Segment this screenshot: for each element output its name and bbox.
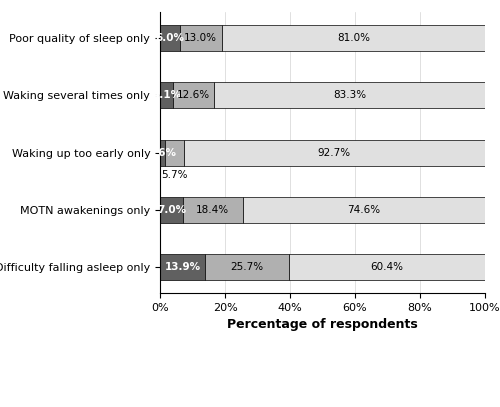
Text: 6.0%: 6.0% xyxy=(155,33,184,43)
Bar xyxy=(165,140,184,166)
Bar xyxy=(160,140,165,166)
Text: 18.4%: 18.4% xyxy=(196,205,229,215)
Text: 13.0%: 13.0% xyxy=(184,33,217,43)
Text: 12.6%: 12.6% xyxy=(177,90,210,100)
Bar xyxy=(183,197,242,223)
Text: 5.7%: 5.7% xyxy=(161,170,188,179)
Bar xyxy=(288,254,485,280)
Bar xyxy=(160,254,205,280)
Text: 74.6%: 74.6% xyxy=(347,205,380,215)
Bar xyxy=(242,197,485,223)
Text: 60.4%: 60.4% xyxy=(370,263,404,272)
Bar xyxy=(160,82,173,108)
Bar xyxy=(174,82,214,108)
Bar xyxy=(184,140,485,166)
Text: 7.0%: 7.0% xyxy=(157,205,186,215)
Text: 81.0%: 81.0% xyxy=(337,33,370,43)
Bar xyxy=(160,25,180,51)
Text: 4.1%: 4.1% xyxy=(152,90,181,100)
Bar xyxy=(214,82,485,108)
Bar xyxy=(222,25,485,51)
Text: 92.7%: 92.7% xyxy=(318,148,351,158)
Text: 1.6%: 1.6% xyxy=(148,148,177,158)
Bar xyxy=(180,25,222,51)
X-axis label: Percentage of respondents: Percentage of respondents xyxy=(227,318,418,331)
Bar xyxy=(160,197,183,223)
Text: 25.7%: 25.7% xyxy=(230,263,264,272)
Text: 83.3%: 83.3% xyxy=(333,90,366,100)
Bar xyxy=(205,254,288,280)
Text: 13.9%: 13.9% xyxy=(164,263,200,272)
